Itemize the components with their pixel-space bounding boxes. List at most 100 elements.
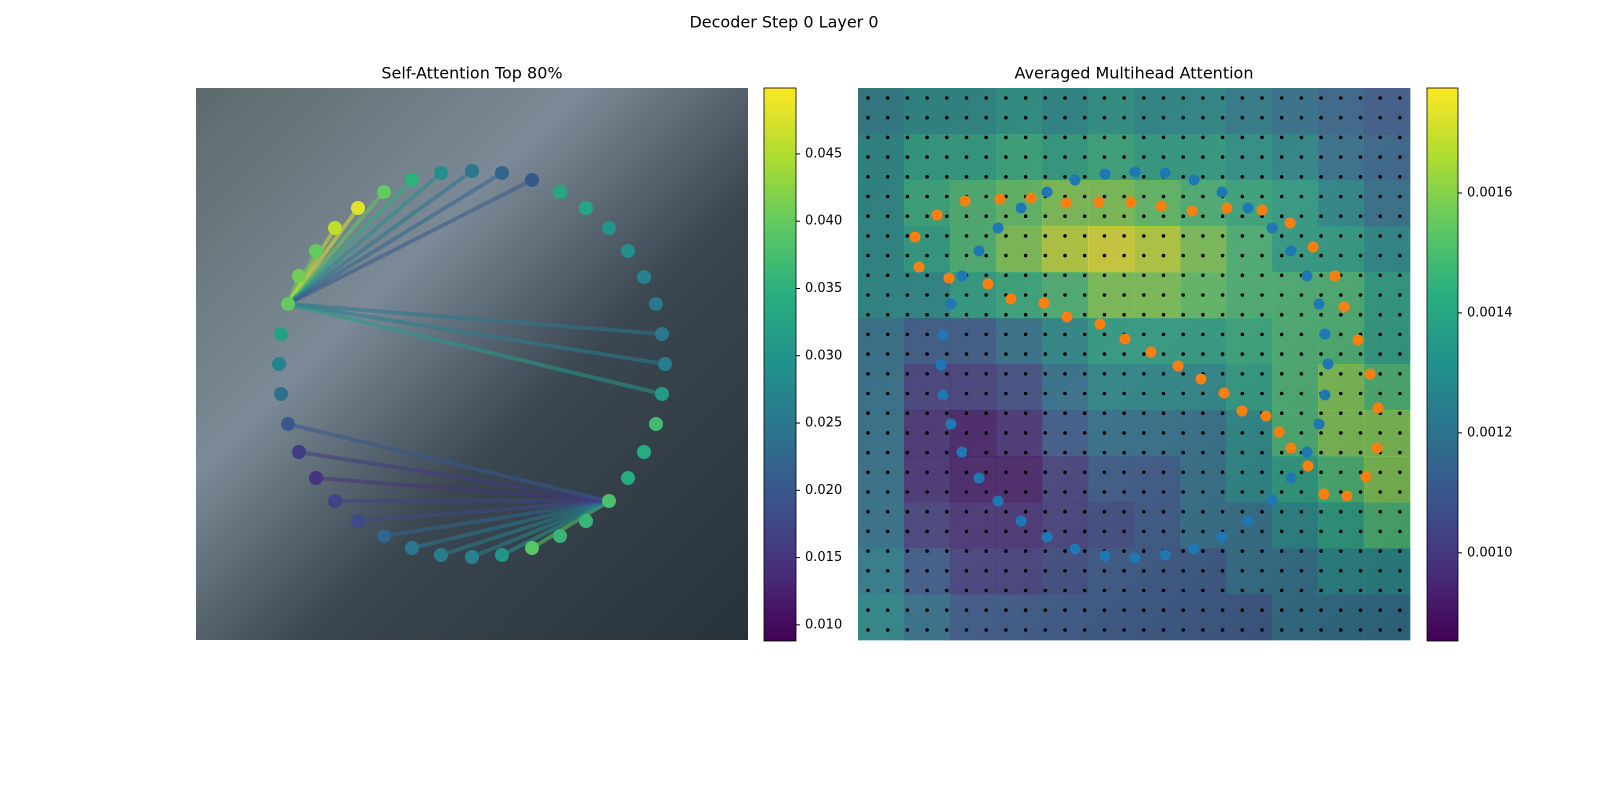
sampling-dot [1279,391,1284,396]
query-point [495,166,509,180]
heatmap-cell [950,318,997,365]
sampling-dot [1161,411,1166,416]
sampling-dot [866,411,870,416]
sampling-dot [885,509,890,514]
sampling-dot [1279,234,1284,238]
sampling-dot [866,588,870,593]
heatmap-cell [858,180,905,227]
sampling-dot [1102,450,1107,455]
sampling-dot [1319,588,1323,593]
sampling-dot [1319,312,1323,317]
sampling-dot [1279,588,1284,593]
sampling-dot [984,135,988,140]
sampling-dot [905,194,910,199]
heatmap-cell [1180,180,1227,227]
sampling-dot [1161,214,1166,218]
sampling-dot [1240,352,1245,356]
query-point [309,244,323,258]
sampling-dot [905,214,910,218]
heatmap-cell [996,594,1043,641]
heatmap-cell [904,364,951,411]
point [1195,373,1207,385]
sampling-dot [964,135,969,140]
sampling-dot [1358,194,1363,199]
heatmap-cell [950,180,997,227]
sampling-dot [1279,214,1284,218]
colorbar-tick-label: 0.0012 [1467,425,1513,440]
sampling-dot [1102,391,1107,396]
query-point [292,269,306,283]
heatmap-cell [1364,318,1411,365]
sampling-dot [1181,470,1185,475]
sampling-dot [885,293,890,297]
colorbar-tick-label: 0.010 [805,617,842,632]
sampling-dot [964,608,969,612]
sampling-dot [1161,509,1166,514]
sampling-dot [1240,312,1245,317]
sampling-dot [1142,155,1146,159]
heatmap-cell [1134,456,1181,503]
sampling-dot [1043,470,1048,475]
sampling-dot [905,135,910,140]
heatmap-cell [904,180,951,227]
sampling-dot [1398,549,1402,553]
sampling-dot [1398,588,1402,593]
sampling-dot [964,588,969,593]
sampling-dot [1260,332,1264,337]
point [994,193,1006,205]
sampling-dot [925,135,929,140]
heatmap-cell [1364,226,1411,273]
sampling-dot [1043,431,1048,435]
query-point [351,201,365,215]
sampling-dot [1299,490,1304,494]
heatmap-cell [1134,410,1181,457]
sampling-dot [1378,509,1382,514]
heatmap-cell [1042,318,1089,365]
sampling-dot [1358,569,1363,573]
heatmap-cell [858,226,905,273]
sampling-dot [964,549,969,553]
point [1060,197,1072,209]
sampling-dot [945,569,949,573]
sampling-dot [1358,96,1363,100]
heatmap-cell [858,548,905,595]
point [945,298,957,310]
sampling-dot [1279,372,1284,376]
sampling-dot [1082,431,1087,435]
sampling-dot [866,529,870,534]
sampling-dot [984,214,988,218]
sampling-dot [1142,214,1146,218]
sampling-dot [1299,569,1304,573]
sampling-dot [1023,529,1028,534]
sampling-dot [1161,470,1166,475]
sampling-dot [1398,391,1402,396]
sampling-dot [1279,115,1284,120]
sampling-dot [1339,96,1343,100]
sampling-dot [925,214,929,218]
heatmap-cell [858,272,905,319]
query-point [405,173,419,187]
sampling-dot [1378,608,1382,612]
sampling-dot [1082,135,1087,140]
point [1322,358,1334,370]
sampling-dot [1161,293,1166,297]
sampling-dot [1122,234,1126,238]
sampling-dot [945,450,949,455]
sampling-dot [1023,214,1028,218]
sampling-dot [1260,549,1264,553]
sampling-dot [905,253,910,258]
attention-edge [357,499,610,523]
heatmap-cell [950,456,997,503]
sampling-dot [1161,490,1166,494]
heatmap-cell [1042,456,1089,503]
sampling-dot [1181,549,1185,553]
sampling-dot [905,549,910,553]
sampling-dot [1161,115,1166,120]
sampling-dot [885,115,890,120]
sampling-dot [1260,352,1264,356]
sampling-dot [1102,96,1107,100]
sampling-dot [1378,391,1382,396]
sampling-dot [885,352,890,356]
point [1341,490,1353,502]
sampling-dot [1102,431,1107,435]
